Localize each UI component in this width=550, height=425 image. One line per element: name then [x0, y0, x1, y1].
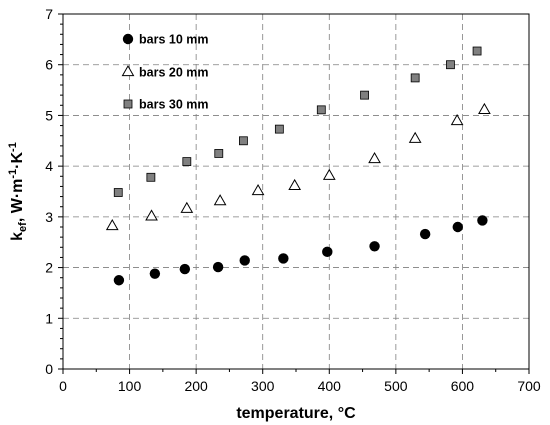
legend-marker [123, 99, 133, 109]
data-point [322, 246, 333, 258]
data-point [368, 152, 381, 164]
legend-marker [121, 64, 135, 77]
data-point [369, 241, 380, 252]
data-point [452, 221, 463, 233]
data-point [149, 268, 161, 279]
data-point [251, 183, 265, 196]
x-tick-label: 400 [318, 378, 342, 394]
data-point [145, 209, 158, 221]
data-point [274, 124, 284, 134]
data-point [239, 136, 248, 146]
grid [63, 14, 529, 369]
y-axis-title: kef, W·m-1·K-1 [7, 142, 29, 241]
data-point [446, 60, 455, 70]
data-point [179, 263, 191, 275]
data-point [146, 172, 156, 182]
data-point [180, 201, 194, 213]
y-tick-label: 1 [45, 310, 53, 326]
data-point [450, 114, 464, 126]
y-tick-label: 6 [45, 57, 53, 73]
legend-item: bars 30 mm [123, 98, 208, 112]
y-tick-label: 7 [45, 6, 53, 22]
x-tick-label: 500 [384, 378, 408, 394]
data-point [410, 73, 420, 83]
x-tick-label: 200 [184, 378, 208, 394]
legend: bars 10 mm bars 20 mm bars 30 mm [121, 33, 208, 112]
x-tick-label: 600 [451, 378, 475, 394]
data-point [288, 178, 302, 191]
x-tick-label: 300 [251, 378, 275, 394]
data-point [316, 105, 326, 115]
legend-label: bars 10 mm [139, 33, 208, 47]
y-tick-label: 4 [45, 158, 53, 174]
series-3 [113, 46, 482, 197]
y-axis-title-mid: ·K [9, 152, 26, 169]
data-point [182, 157, 192, 166]
series-1 [113, 215, 488, 286]
y-tick-label: 0 [45, 361, 53, 377]
data-point [472, 46, 482, 56]
y-axis-title-subscript: ef [17, 222, 29, 232]
y-axis-title-superscript-2: -1 [7, 142, 19, 152]
data-point [239, 255, 250, 266]
data-point [477, 215, 488, 226]
legend-item: bars 10 mm [122, 33, 208, 47]
data-point [213, 194, 227, 206]
y-tick-label: 3 [45, 209, 53, 225]
y-axis-title-rest: , W·m [9, 179, 26, 223]
y-axis-title-superscript-1: -1 [7, 169, 19, 179]
y-tick-label: 5 [45, 107, 53, 123]
y-tick-label: 2 [45, 260, 53, 276]
data-point [214, 149, 224, 158]
data-point [113, 275, 125, 286]
data-point [478, 102, 491, 114]
data-point [322, 168, 336, 180]
x-tick-label: 0 [59, 378, 67, 394]
data-point [212, 261, 224, 273]
legend-marker [122, 33, 134, 45]
data-point [360, 90, 369, 100]
data-point [419, 228, 431, 240]
data-point [113, 188, 123, 197]
x-tick-label: 100 [118, 378, 142, 394]
data-point [278, 253, 289, 264]
axis-ticks [58, 13, 530, 374]
x-axis-title: temperature, °C [236, 405, 356, 422]
y-axis-title-base: k [9, 232, 26, 241]
x-tick-labels: 0 100 200 300 400 500 600 700 [59, 378, 541, 394]
legend-label: bars 20 mm [139, 66, 208, 80]
legend-label: bars 30 mm [139, 98, 208, 112]
series-2 [105, 102, 491, 231]
data-point [408, 131, 422, 143]
legend-item: bars 20 mm [121, 64, 208, 80]
data-series [105, 46, 491, 286]
x-tick-label: 700 [517, 378, 541, 394]
y-tick-labels: 0 1 2 3 4 5 6 7 [45, 6, 53, 377]
data-point [105, 218, 119, 231]
